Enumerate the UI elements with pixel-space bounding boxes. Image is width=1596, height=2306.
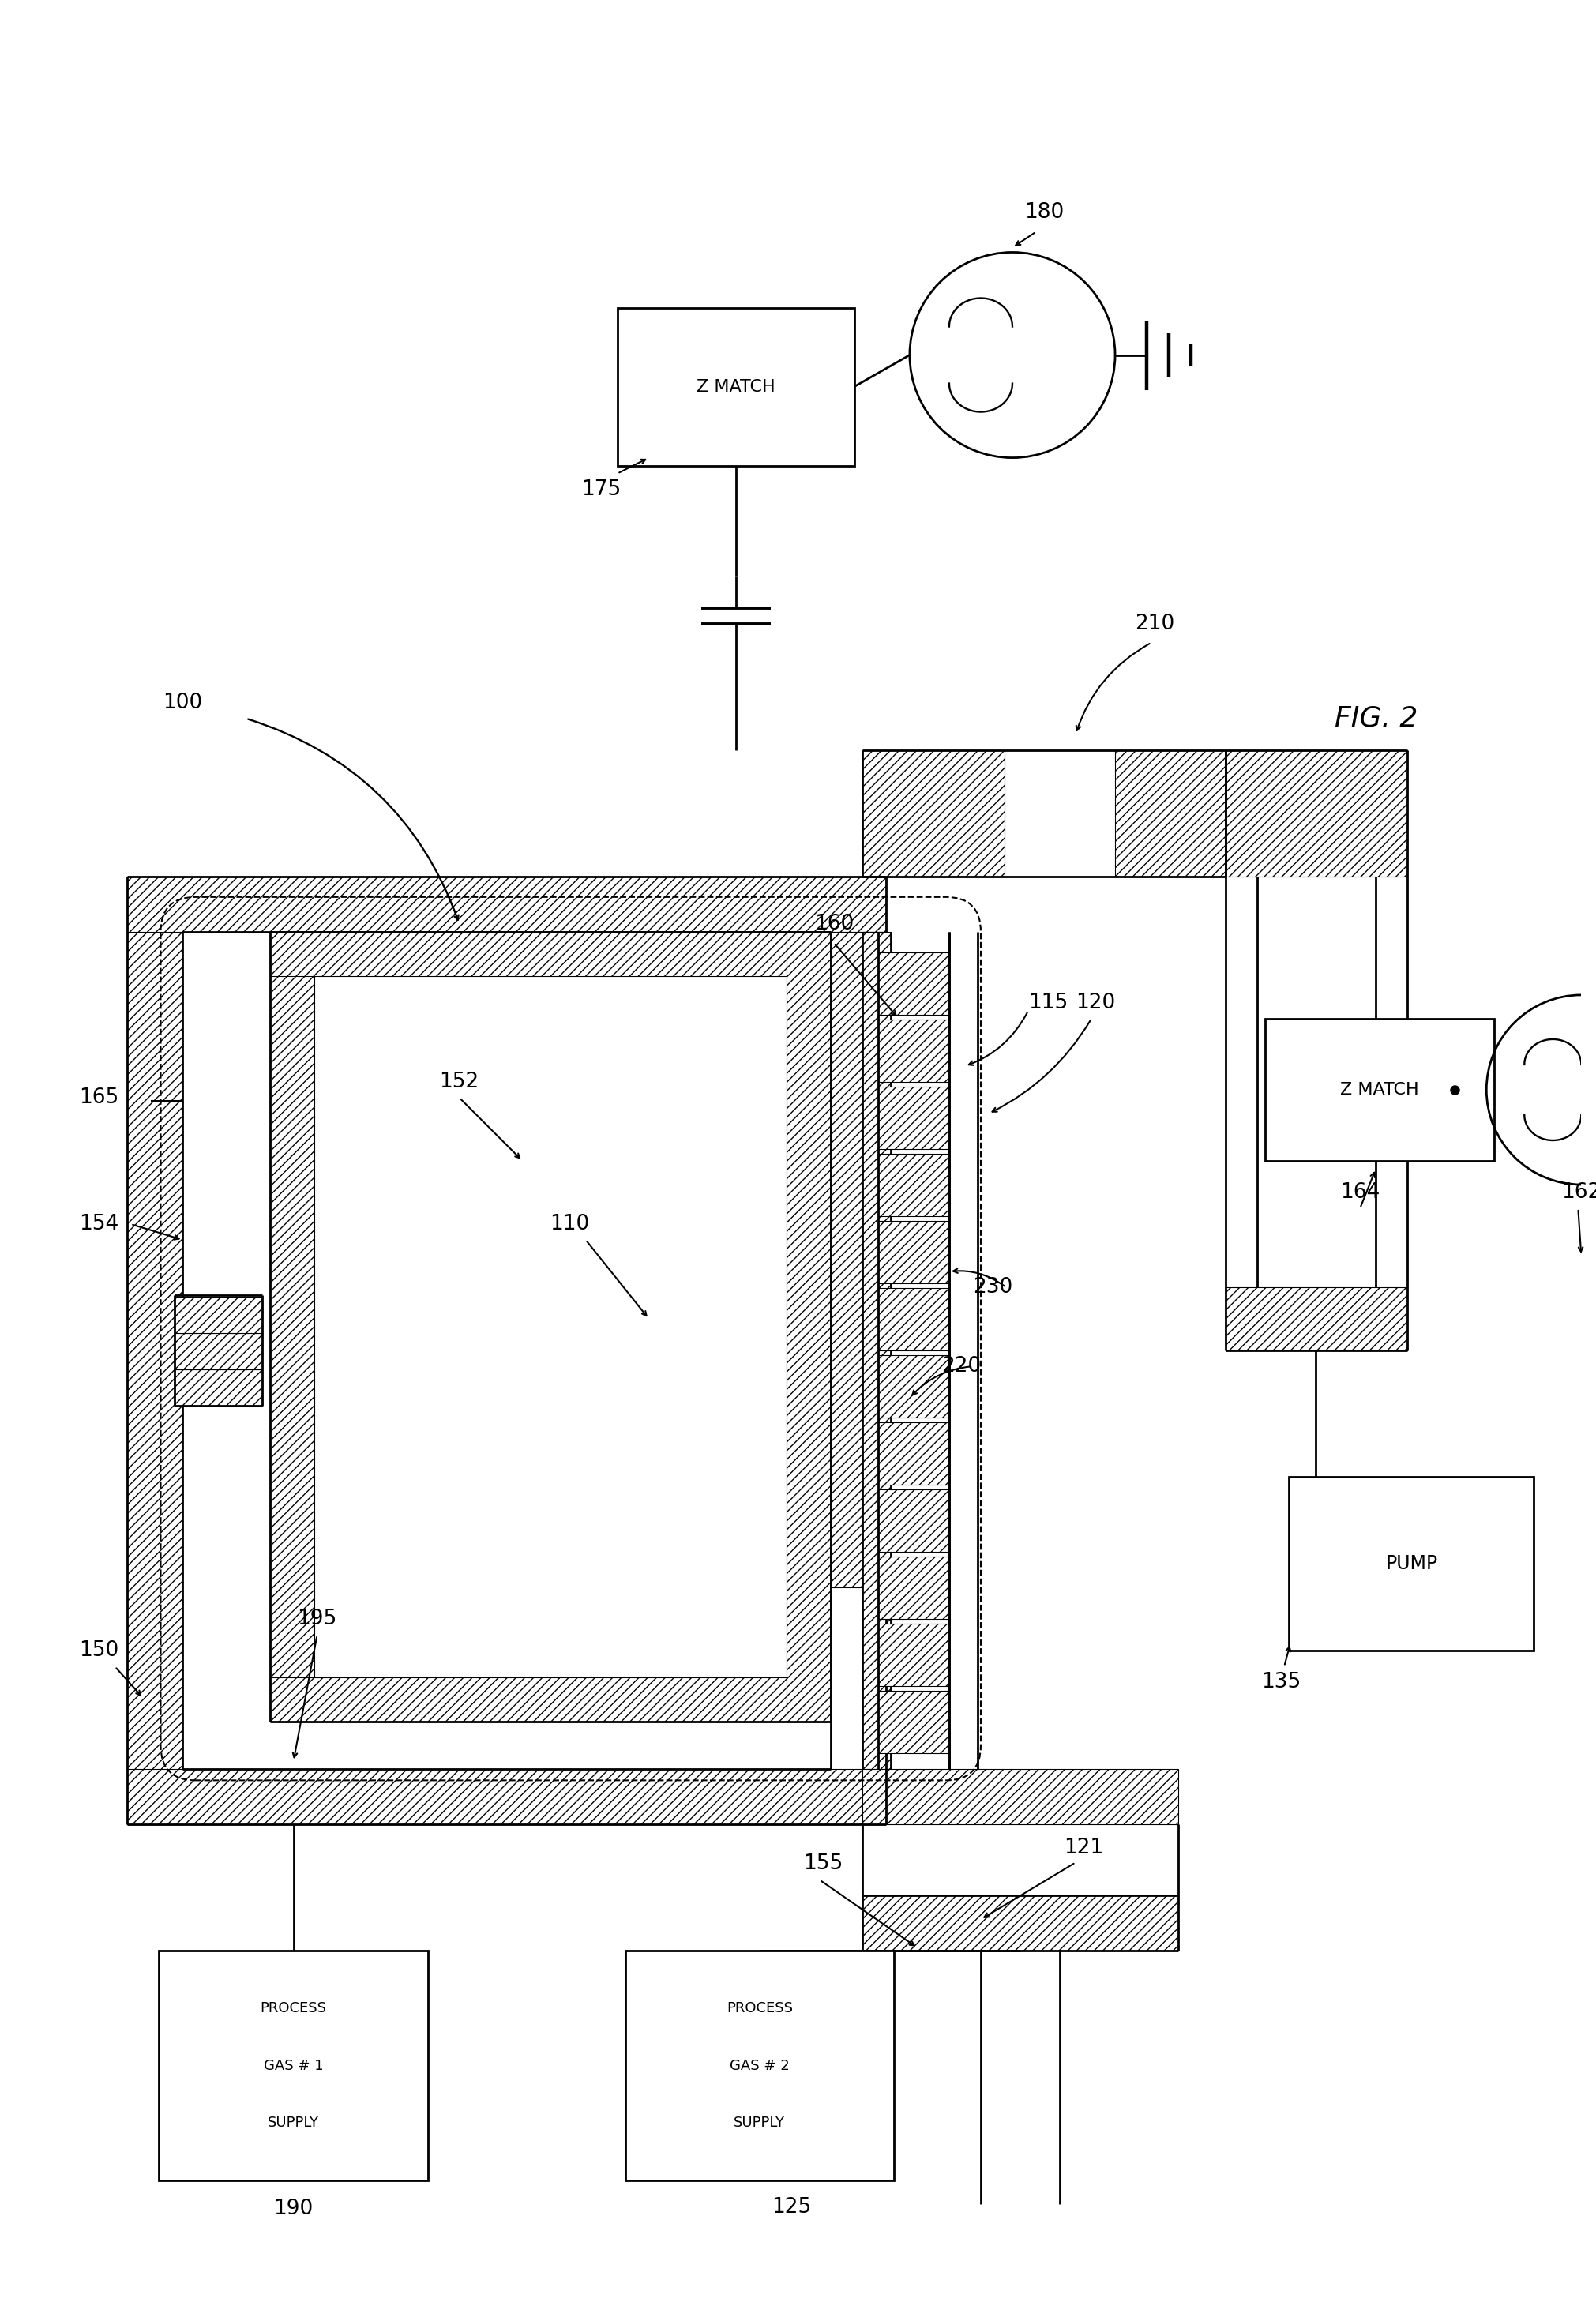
Text: 220: 220 <box>942 1356 982 1377</box>
Bar <box>878 1019 950 1082</box>
Bar <box>862 1769 1178 1824</box>
Bar <box>878 1690 950 1753</box>
Bar <box>1226 1287 1408 1351</box>
Bar <box>128 1769 886 1824</box>
Text: 160: 160 <box>814 913 854 934</box>
Bar <box>878 1356 950 1418</box>
Bar <box>878 1490 950 1552</box>
Bar <box>878 1153 950 1215</box>
Text: SUPPLY: SUPPLY <box>734 2115 785 2131</box>
Bar <box>862 932 891 1769</box>
Text: SUPPLY: SUPPLY <box>268 2115 319 2131</box>
Bar <box>176 1333 262 1370</box>
Text: FIG. 2: FIG. 2 <box>1334 706 1417 731</box>
Bar <box>862 749 1004 876</box>
Bar <box>878 1086 950 1148</box>
Text: 190: 190 <box>273 2198 313 2218</box>
Bar <box>176 1370 262 1407</box>
Bar <box>878 1557 950 1619</box>
Bar <box>878 1423 950 1485</box>
Bar <box>1290 1476 1534 1651</box>
Bar <box>270 932 314 1723</box>
Text: 110: 110 <box>551 1213 591 1234</box>
Text: Z MATCH: Z MATCH <box>696 378 776 394</box>
Bar <box>878 1623 950 1686</box>
Bar <box>270 932 830 975</box>
Text: 135: 135 <box>1261 1672 1301 1693</box>
Text: PUMP: PUMP <box>1385 1554 1438 1573</box>
Text: PROCESS: PROCESS <box>260 2002 327 2015</box>
Bar <box>830 932 886 1587</box>
Text: GAS # 2: GAS # 2 <box>729 2059 790 2073</box>
Bar <box>1226 749 1408 876</box>
Text: 230: 230 <box>972 1278 1012 1298</box>
Text: 120: 120 <box>1076 992 1116 1012</box>
Bar <box>128 876 184 1824</box>
Bar <box>618 307 854 466</box>
Text: 165: 165 <box>80 1088 120 1107</box>
Text: 115: 115 <box>1028 992 1068 1012</box>
Text: PROCESS: PROCESS <box>726 2002 793 2015</box>
Bar <box>128 876 886 932</box>
Bar <box>626 1951 894 2179</box>
Text: 125: 125 <box>771 2198 811 2218</box>
Bar <box>787 932 830 1723</box>
Text: 121: 121 <box>1063 1838 1103 1859</box>
Bar <box>862 1896 1178 1951</box>
Text: 210: 210 <box>1135 613 1175 634</box>
Text: 100: 100 <box>163 692 203 713</box>
Text: 164: 164 <box>1341 1183 1381 1204</box>
Text: 162: 162 <box>1561 1183 1596 1204</box>
Bar <box>1266 1019 1494 1160</box>
Text: 180: 180 <box>1025 203 1065 224</box>
Bar <box>270 1679 830 1723</box>
Text: GAS # 1: GAS # 1 <box>263 2059 324 2073</box>
Text: 175: 175 <box>581 480 621 500</box>
Bar <box>878 1289 950 1351</box>
Text: Z MATCH: Z MATCH <box>1341 1082 1419 1098</box>
Text: 195: 195 <box>297 1610 337 1630</box>
Text: 152: 152 <box>439 1072 479 1093</box>
Bar <box>160 1951 428 2179</box>
Text: 150: 150 <box>80 1640 120 1660</box>
Bar <box>878 1220 950 1284</box>
Bar <box>176 1296 262 1333</box>
Text: 154: 154 <box>80 1213 120 1234</box>
Text: 155: 155 <box>803 1854 843 1875</box>
Bar <box>878 952 950 1015</box>
Bar <box>1116 749 1226 876</box>
